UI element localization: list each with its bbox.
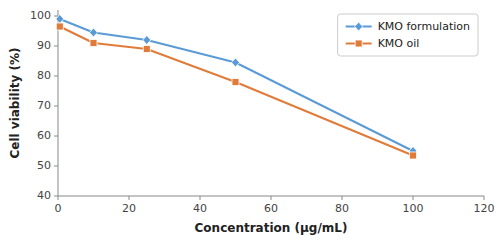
point <box>56 15 64 24</box>
y-tick-label: 70 <box>37 99 51 112</box>
x-tick-label: 60 <box>264 202 278 215</box>
y-tick-label: 40 <box>37 189 51 202</box>
y-tick <box>54 196 58 197</box>
y-tick-label: 50 <box>37 159 51 172</box>
y-tick <box>54 76 58 77</box>
y-tick-label: 80 <box>37 69 51 82</box>
legend-box <box>338 14 478 56</box>
legend-swatch-marker <box>355 22 363 31</box>
x-tick-label: 120 <box>474 202 495 215</box>
x-axis-line <box>58 196 484 197</box>
series-line <box>60 27 413 156</box>
x-tick-label: 100 <box>403 202 424 215</box>
legend: KMO formulation KMO oil <box>338 14 478 56</box>
point <box>143 36 151 45</box>
legend-label: KMO formulation <box>378 20 470 33</box>
x-tick-label: 0 <box>55 202 62 215</box>
point <box>143 46 150 53</box>
point <box>90 40 97 47</box>
x-tick-label: 40 <box>193 202 207 215</box>
point <box>56 23 63 30</box>
x-tick <box>129 196 130 200</box>
x-tick <box>58 196 59 200</box>
x-tick <box>413 196 414 200</box>
x-tick-label: 80 <box>335 202 349 215</box>
y-tick <box>54 136 58 137</box>
x-tick-label: 20 <box>122 202 136 215</box>
point <box>232 58 240 67</box>
chart-container: 40 50 60 70 80 90 100 0 20 40 60 80 100 120 Concentrat… <box>0 0 500 240</box>
point <box>90 28 98 37</box>
y-axis-line <box>58 10 59 196</box>
x-tick <box>484 196 485 200</box>
y-axis: 40 50 60 70 80 90 100 <box>30 9 58 202</box>
x-axis: 0 20 40 60 80 100 120 <box>55 196 495 215</box>
y-tick <box>54 16 58 17</box>
x-tick <box>342 196 343 200</box>
y-tick-label: 90 <box>37 39 51 52</box>
y-tick-label: 60 <box>37 129 51 142</box>
y-tick <box>54 46 58 47</box>
chart-svg: 40 50 60 70 80 90 100 0 20 40 60 80 100 120 Concentrat… <box>0 0 500 240</box>
y-tick <box>54 166 58 167</box>
point <box>410 152 417 159</box>
y-tick-label: 100 <box>30 9 51 22</box>
series <box>56 23 416 159</box>
point <box>232 79 239 86</box>
legend-swatch-marker <box>355 40 362 47</box>
x-axis-label: Concentration (μg/mL) <box>195 221 348 235</box>
x-tick <box>271 196 272 200</box>
legend-label: KMO oil <box>378 37 420 50</box>
x-tick <box>200 196 201 200</box>
y-tick <box>54 106 58 107</box>
y-axis-label: Cell viability (%) <box>8 47 22 158</box>
